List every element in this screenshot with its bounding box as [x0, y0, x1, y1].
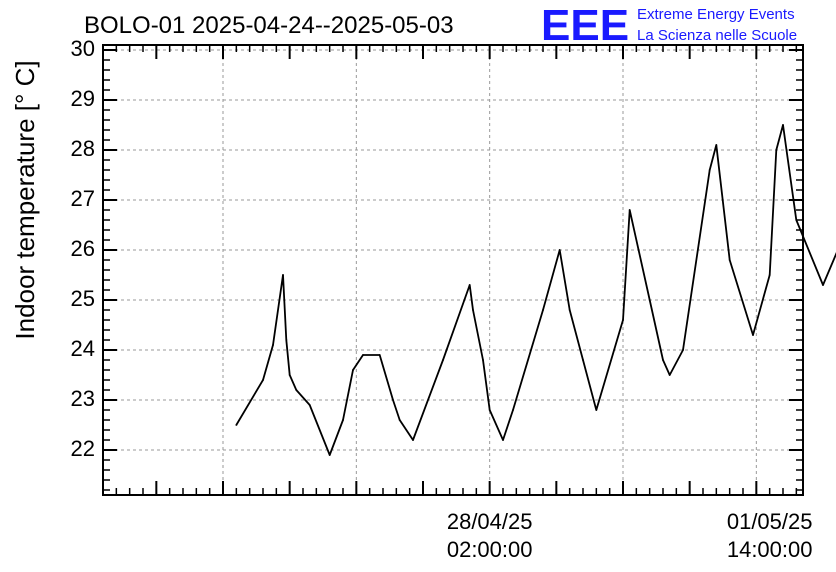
grid-layer	[103, 45, 803, 495]
x-tick-label-date: 28/04/25	[447, 509, 533, 534]
y-tick-label: 26	[71, 236, 95, 261]
temperature-point	[628, 209, 631, 211]
eee-logo: EEE Extreme Energy Events La Scienza nel…	[541, 1, 797, 50]
temperature-point	[398, 419, 401, 421]
temperature-point	[822, 284, 824, 286]
y-axis-label: Indoor temperature [° C]	[10, 60, 40, 339]
temperature-point	[668, 374, 671, 376]
y-tick-label: 30	[71, 36, 95, 61]
logo-line-1: Extreme Energy Events	[637, 6, 795, 23]
temperature-point	[342, 419, 344, 421]
temperature-point	[412, 439, 414, 441]
temperature-point	[558, 249, 561, 251]
temperature-point	[472, 309, 474, 311]
temperature-point	[728, 259, 731, 261]
temperature-point	[262, 379, 264, 381]
temperature-point	[648, 299, 651, 301]
temperature-point	[662, 359, 664, 361]
y-tick-label: 28	[71, 136, 95, 161]
x-tick-label-date: 01/05/25	[727, 509, 813, 534]
temperature-point	[512, 409, 514, 411]
logo-line-2: La Scienza nelle Scuole	[637, 27, 797, 44]
line-layer	[235, 124, 836, 456]
y-tick-label: 29	[71, 86, 95, 111]
temperature-point	[708, 169, 711, 171]
temperature-point	[362, 354, 364, 356]
temperature-point	[352, 369, 354, 371]
temperature-point	[715, 144, 718, 146]
temperature-point	[595, 409, 598, 411]
temperature-point	[482, 359, 484, 361]
temperature-point	[622, 319, 624, 321]
temperature-point	[235, 424, 238, 426]
y-tick-label: 27	[71, 186, 95, 211]
temperature-point	[288, 374, 291, 376]
y-tick-label: 22	[71, 436, 95, 461]
temperature-point	[502, 439, 504, 441]
temperature-point	[468, 284, 471, 286]
x-tick-label-time: 02:00:00	[447, 537, 533, 562]
y-tick-label: 25	[71, 286, 95, 311]
chart-title: BOLO-01 2025-04-24--2025-05-03	[84, 12, 454, 39]
temperature-point	[392, 399, 394, 401]
temperature-point	[442, 359, 444, 361]
tick-layer: 22 23 24 25 26 27 28 29 30 28/04/25 02:00:00 01/05/…	[71, 36, 813, 562]
temperature-point	[568, 309, 571, 311]
y-tick-label: 23	[71, 386, 95, 411]
temperature-point	[682, 349, 684, 351]
temperature-series-line	[235, 124, 836, 456]
temperature-point	[308, 404, 311, 406]
x-tick-label-time: 14:00:00	[727, 537, 813, 562]
temperature-point	[542, 309, 544, 311]
temperature-point	[488, 409, 491, 411]
temperature-point	[295, 389, 298, 391]
temperature-point	[782, 124, 784, 126]
plot-frame	[102, 44, 804, 496]
temperature-point	[282, 274, 284, 276]
temperature-point	[328, 454, 331, 456]
temperature-point	[775, 149, 778, 151]
temperature-point	[752, 334, 754, 336]
temperature-point	[285, 339, 288, 341]
temperature-point	[378, 354, 381, 356]
y-tick-label: 24	[71, 336, 95, 361]
temperature-point	[582, 359, 584, 361]
temperature-point	[768, 274, 771, 276]
temperature-point	[272, 344, 274, 346]
logo-mark: EEE	[541, 1, 629, 50]
